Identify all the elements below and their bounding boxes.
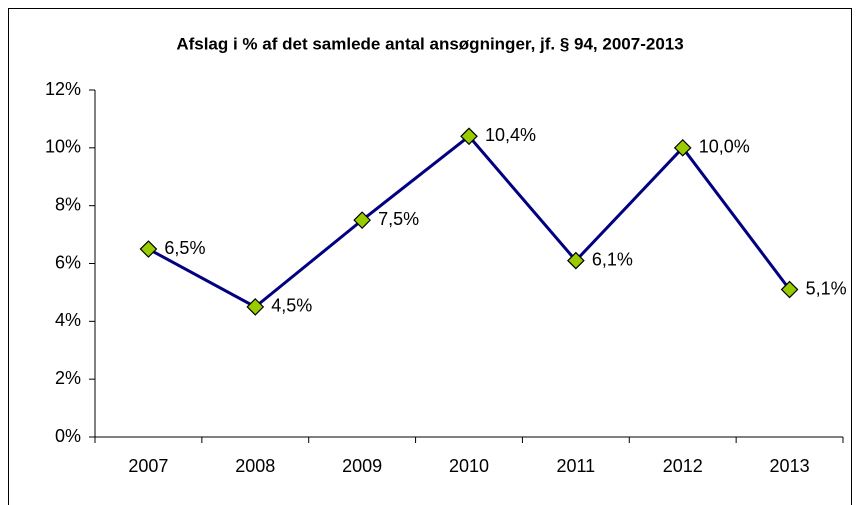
data-marker [780, 280, 799, 299]
data-label: 10,0% [699, 137, 750, 157]
x-tick-label: 2009 [342, 456, 382, 476]
y-tick-label: 8% [55, 194, 81, 214]
data-label: 6,5% [164, 238, 205, 258]
data-label: 5,1% [806, 278, 847, 298]
y-tick-label: 4% [55, 310, 81, 330]
data-label: 7,5% [378, 209, 419, 229]
data-marker [460, 127, 478, 146]
x-tick-label: 2012 [663, 456, 703, 476]
x-tick-label: 2011 [556, 456, 595, 476]
data-marker [353, 211, 371, 229]
y-tick-label: 2% [55, 368, 81, 388]
data-marker [246, 298, 265, 316]
x-tick-label: 2008 [235, 456, 275, 476]
y-tick-label: 12% [45, 79, 81, 99]
chart-title: Afslag i % af det samlede antal ansøgnin… [176, 34, 683, 53]
data-label: 10,4% [485, 125, 536, 145]
x-tick-label: 2013 [770, 456, 810, 476]
chart-frame [8, 8, 852, 505]
x-tick-label: 2010 [449, 456, 489, 476]
data-marker [567, 251, 585, 270]
data-label: 6,1% [592, 249, 633, 269]
x-tick-label: 2007 [128, 456, 168, 476]
data-label: 4,5% [271, 296, 312, 316]
data-marker [139, 240, 158, 258]
y-tick-label: 0% [55, 426, 81, 446]
data-marker [673, 138, 692, 157]
y-tick-label: 10% [45, 137, 81, 157]
y-tick-label: 6% [55, 252, 81, 272]
